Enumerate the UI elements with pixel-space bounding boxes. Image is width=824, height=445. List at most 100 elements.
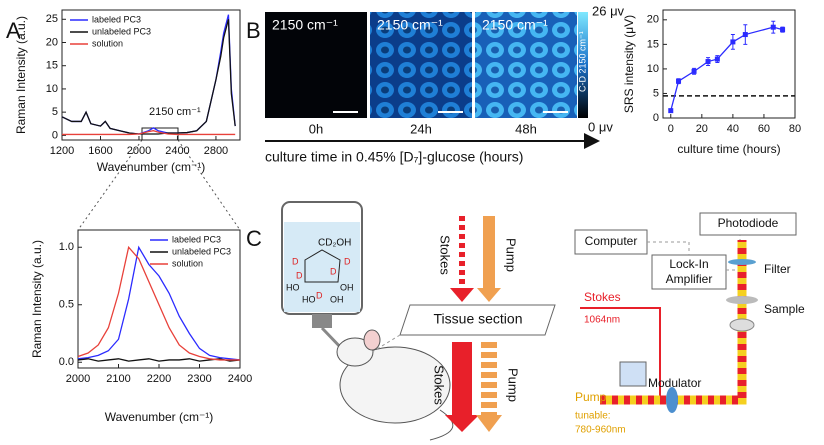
image-0h <box>265 12 367 118</box>
legend-label: unlabeled PC3 <box>172 246 231 256</box>
colorbar-label: C-D 2150 cm⁻¹ <box>577 31 587 92</box>
point <box>668 108 674 114</box>
beam-label: Pump <box>504 238 519 272</box>
beam-label: Pump <box>506 368 521 402</box>
time-label: 48h <box>515 121 537 136</box>
time-label: 24h <box>410 121 432 136</box>
x-tick-label: 2400 <box>165 145 189 157</box>
arrow-head <box>445 415 479 432</box>
x-tick-label: 20 <box>696 123 708 135</box>
series-line <box>670 26 783 111</box>
x-axis-label: Wavenumber (cm⁻¹) <box>105 410 214 424</box>
deuterium: D <box>330 266 337 276</box>
legend-label: labeled PC3 <box>172 234 221 244</box>
pump-beam <box>483 216 495 292</box>
setup-label: Modulator <box>648 376 701 390</box>
plot-frame <box>662 9 796 119</box>
y-axis-label: SRS intensity (μV) <box>622 15 636 113</box>
y-tick-label: 0 <box>653 112 659 124</box>
image-label: 2150 cm⁻¹ <box>377 17 443 33</box>
beam-label: Stokes <box>432 365 447 405</box>
hydroxyl: OH <box>340 282 354 292</box>
x-tick-label: 2300 <box>187 373 211 385</box>
legend-label: solution <box>92 38 123 48</box>
panel-label: C <box>246 226 262 251</box>
photodiode-box <box>699 212 797 236</box>
deuterium: D <box>292 256 299 266</box>
stokes-path <box>580 307 661 400</box>
lens <box>666 387 678 413</box>
point <box>770 24 776 30</box>
legend-label: unlabeled PC3 <box>92 26 151 36</box>
x-tick-label: 2800 <box>204 145 228 157</box>
x-axis-label: culture time (hours) <box>677 142 780 156</box>
y-tick-label: 15 <box>46 60 58 72</box>
y-tick-label: 20 <box>46 36 58 48</box>
computer-box <box>574 229 648 255</box>
legend-label: solution <box>172 258 203 268</box>
point <box>705 59 711 65</box>
setup-label: 780-960nm <box>575 425 626 436</box>
hydroxyl: HO <box>302 294 316 304</box>
hydroxyl: OH <box>330 294 344 304</box>
colorbar-max: 26 μv <box>592 3 625 18</box>
combined-beam <box>600 240 747 405</box>
setup-label: 1064nm <box>584 315 620 326</box>
time-label: 0h <box>309 121 323 136</box>
setup-label: Lock-In <box>669 257 708 271</box>
point <box>742 32 748 38</box>
arrow-head <box>450 288 474 302</box>
deuterium: D <box>316 290 323 300</box>
y-tick-label: 0.0 <box>59 356 74 368</box>
x-tick-label: 60 <box>758 123 770 135</box>
series-line <box>77 245 240 361</box>
x-tick-label: 2100 <box>106 373 130 385</box>
sample <box>726 296 758 304</box>
x-tick-label: 2200 <box>147 373 171 385</box>
bottle <box>281 201 363 354</box>
deuterium: D <box>344 256 351 266</box>
annotation: 2150 cm⁻¹ <box>149 106 201 118</box>
image-label: 2150 cm⁻¹ <box>482 17 548 33</box>
x-axis-label: Wavenumber (cm⁻¹) <box>97 160 206 174</box>
image-24h <box>370 12 472 118</box>
x-tick-label: 0 <box>668 123 674 135</box>
x-tick-label: 1200 <box>50 145 74 157</box>
series-line <box>61 19 236 135</box>
series-line <box>62 130 236 136</box>
zoom-line <box>77 139 143 231</box>
y-axis-label: Raman Intensity (a.u.) <box>14 16 28 134</box>
zoom-line <box>177 139 241 231</box>
filter <box>728 259 756 265</box>
beam-label: Stokes <box>438 235 453 275</box>
y-tick-label: 5 <box>653 87 659 99</box>
y-tick-label: 20 <box>647 14 659 26</box>
x-tick-label: 1600 <box>88 145 112 157</box>
series-line <box>77 245 241 361</box>
point <box>730 39 736 45</box>
objective <box>729 318 755 332</box>
molecule-group: CD₂OH <box>318 238 351 249</box>
x-tick-label: 40 <box>727 123 739 135</box>
y-tick-label: 0 <box>52 129 58 141</box>
stokes-beam <box>452 342 472 422</box>
setup-label: Computer <box>585 234 638 248</box>
tissue-label: Tissue section <box>434 311 523 327</box>
point <box>691 68 697 74</box>
panel-label: A <box>6 18 21 43</box>
point <box>714 56 720 62</box>
setup-label: Amplifier <box>666 272 713 286</box>
x-tick-label: 2000 <box>66 373 90 385</box>
panel-label: B <box>246 18 261 43</box>
arrow-head <box>477 288 501 302</box>
tissue-box <box>399 304 556 336</box>
colorbar <box>578 12 588 118</box>
modulator-box <box>619 361 647 387</box>
x-tick-label: 2000 <box>127 145 151 157</box>
y-tick-label: 25 <box>46 13 58 25</box>
setup-label: Pump <box>575 390 607 404</box>
setup-label: Sample <box>764 302 805 316</box>
lockin-box <box>651 254 727 290</box>
y-tick-label: 5 <box>52 106 58 118</box>
